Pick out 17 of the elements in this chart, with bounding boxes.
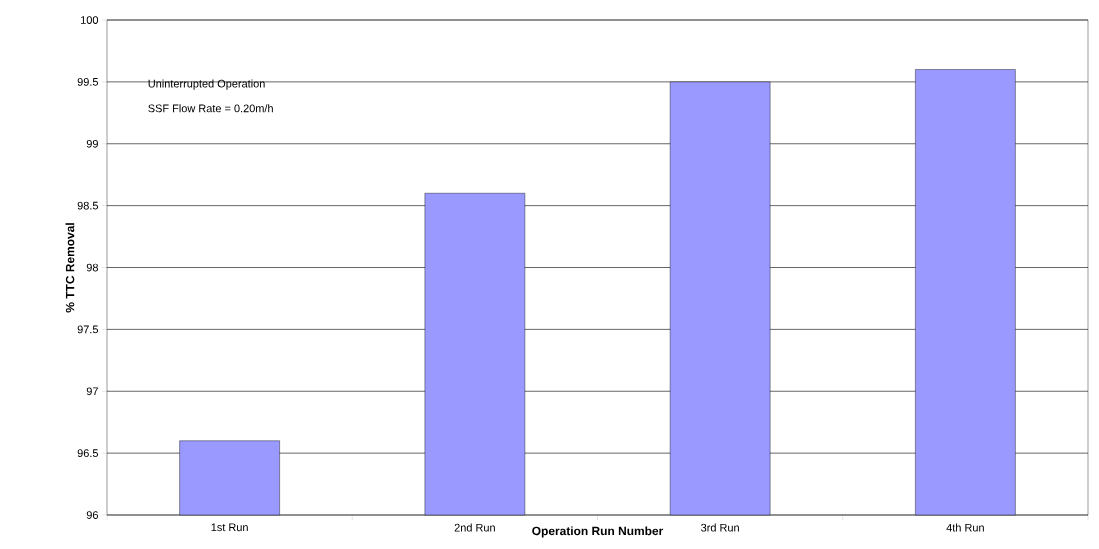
- y-tick-label: 98.5: [77, 201, 99, 210]
- y-tick-label: 98: [86, 263, 98, 272]
- y-tick-label: 99: [86, 139, 98, 148]
- x-tick-label: 1st Run: [211, 523, 248, 532]
- y-tick-label: 97: [86, 387, 98, 396]
- x-tick-label: 2nd Run: [454, 523, 495, 532]
- y-tick-label: 96.5: [77, 449, 99, 458]
- annotation: Uninterrupted Operation: [148, 79, 265, 90]
- annotation: SSF Flow Rate = 0.20m/h: [148, 104, 273, 113]
- x-axis-title: Operation Run Number: [532, 526, 664, 538]
- x-tick-label: 4th Run: [946, 523, 984, 532]
- x-tick-label: 3rd Run: [701, 523, 739, 532]
- y-tick-label: 96: [86, 511, 98, 519]
- y-tick-label: 100: [81, 16, 99, 24]
- y-axis-title: % TTC Removal: [65, 223, 75, 313]
- y-tick-label: 99.5: [77, 78, 99, 86]
- y-tick-label: 97.5: [77, 325, 99, 334]
